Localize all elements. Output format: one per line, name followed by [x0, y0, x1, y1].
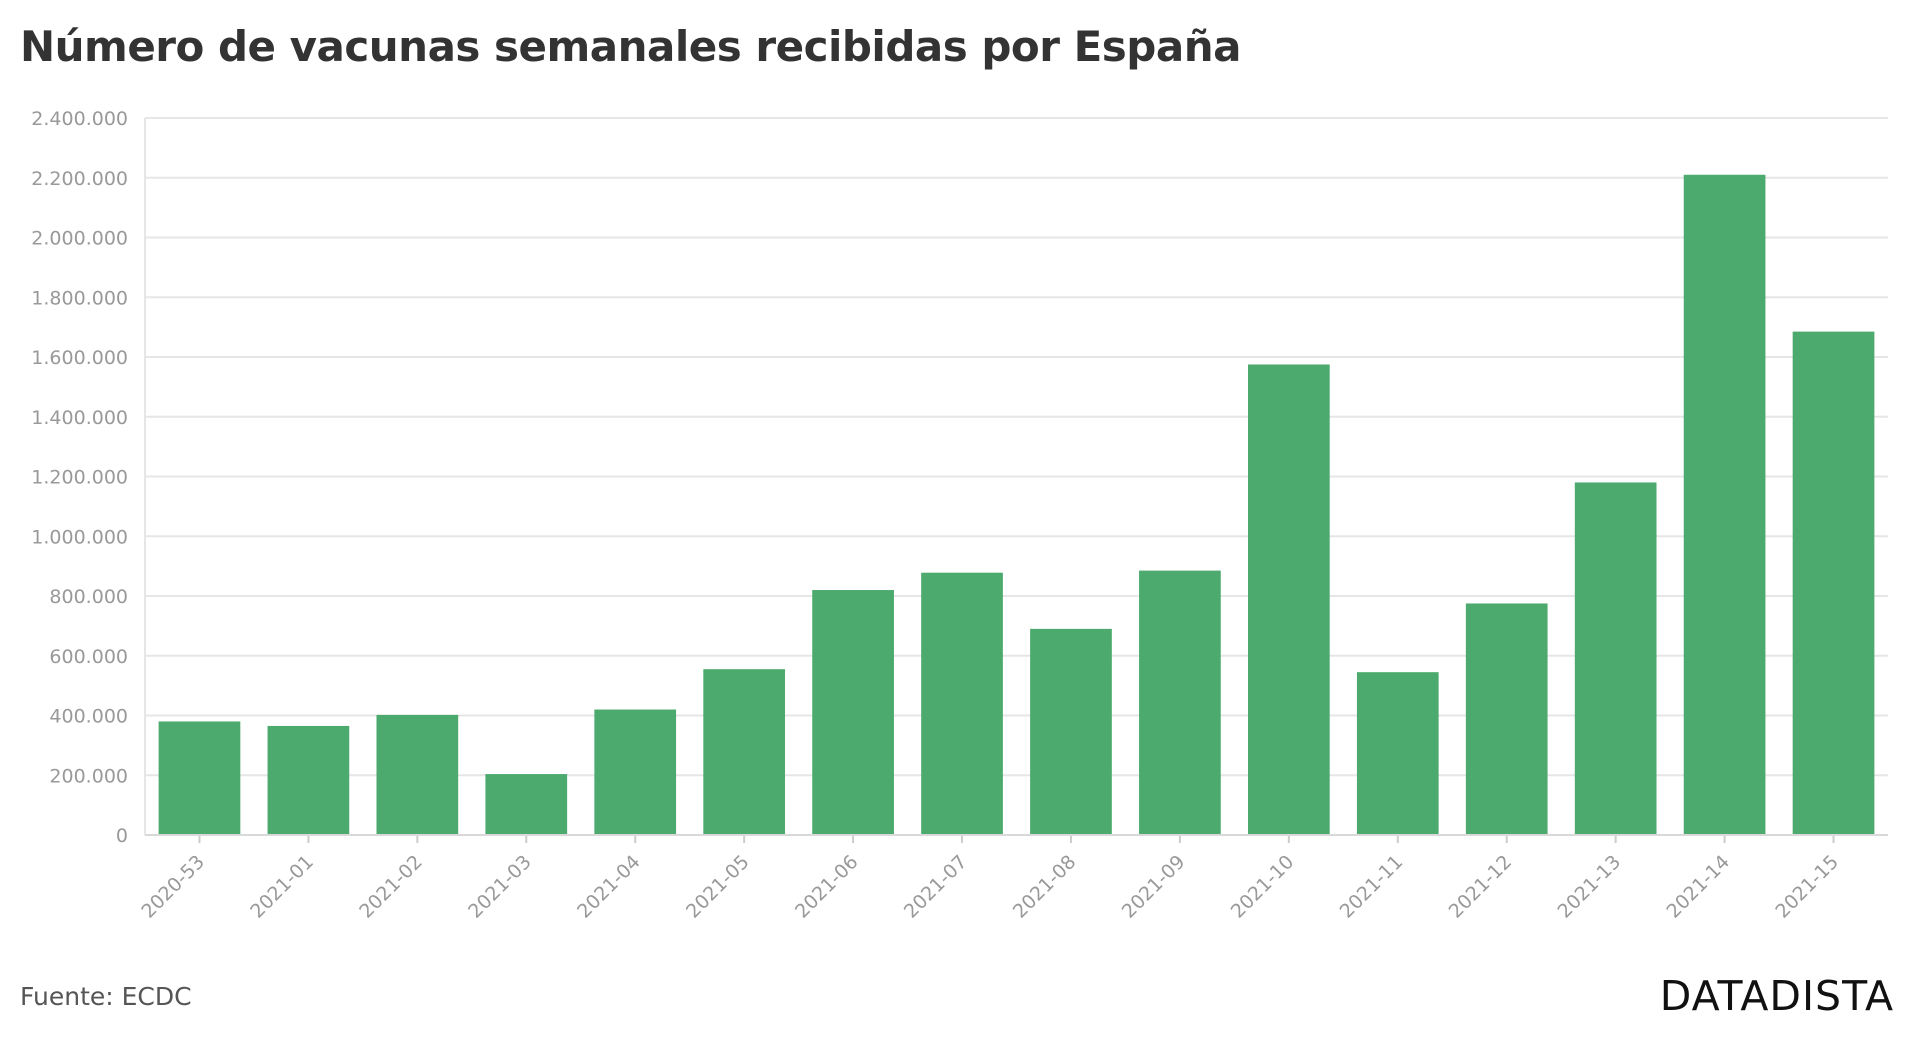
bar-2021-03[interactable]	[485, 774, 568, 835]
bar-2021-07[interactable]	[921, 572, 1003, 835]
bar-2021-11[interactable]	[1356, 672, 1439, 835]
x-tick-label: 2021-09	[1118, 851, 1190, 923]
bar-2021-06[interactable]	[812, 590, 894, 835]
x-tick-label: 2021-14	[1662, 851, 1734, 923]
bars	[158, 174, 1875, 835]
x-tick-label: 2020-53	[137, 851, 209, 923]
bar-chart: 0 200.000 400.000 600.000 800.000 1.000.000 1.…	[31, 108, 1888, 923]
y-tick-label: 800.000	[49, 586, 128, 608]
y-tick-label: 600.000	[49, 646, 128, 668]
bar-2021-05[interactable]	[703, 669, 786, 835]
x-tick-label: 2021-12	[1445, 851, 1517, 923]
chart-title: Número de vacunas semanales recibidas po…	[20, 22, 1241, 71]
x-tick-label: 2021-08	[1009, 851, 1081, 923]
bar-2021-09[interactable]	[1139, 570, 1221, 835]
y-tick-label: 1.200.000	[31, 467, 128, 489]
bar-2021-13[interactable]	[1574, 482, 1657, 835]
source-note: Fuente: ECDC	[20, 982, 192, 1011]
y-tick-label: 2.000.000	[31, 228, 128, 250]
bar-2021-01[interactable]	[267, 725, 350, 835]
bar-2021-04[interactable]	[594, 709, 677, 835]
bar-2021-12[interactable]	[1465, 603, 1548, 835]
datadista-logo: DATADISTA	[1659, 972, 1894, 1020]
bar-2021-14[interactable]	[1683, 174, 1766, 835]
y-tick-label: 1.000.000	[31, 526, 128, 548]
y-tick-label: 0	[116, 825, 128, 847]
bar-2020-53[interactable]	[158, 721, 241, 835]
y-tick-label: 200.000	[49, 765, 128, 787]
x-tick-label: 2021-02	[355, 851, 427, 923]
y-tick-label: 2.200.000	[31, 168, 128, 190]
y-tick-label: 1.800.000	[31, 287, 128, 309]
x-tick-label: 2021-01	[246, 851, 318, 923]
x-tick-label: 2021-07	[900, 851, 972, 923]
x-tick-label: 2021-05	[682, 851, 754, 923]
x-tick-label: 2021-03	[464, 851, 536, 923]
y-tick-label: 1.600.000	[31, 347, 128, 369]
x-tick-label: 2021-13	[1553, 851, 1625, 923]
y-tick-label: 400.000	[49, 706, 128, 728]
x-tick-label: 2021-04	[573, 851, 645, 923]
y-tick-label: 2.400.000	[31, 108, 128, 130]
bar-2021-10[interactable]	[1247, 364, 1330, 835]
x-tick-label: 2021-15	[1771, 851, 1843, 923]
y-tick-label: 1.400.000	[31, 407, 128, 429]
bar-2021-02[interactable]	[376, 714, 459, 835]
x-tick-label: 2021-11	[1336, 851, 1408, 923]
bar-2021-08[interactable]	[1030, 628, 1112, 835]
x-tick-label: 2021-06	[791, 851, 863, 923]
x-tick-label: 2021-10	[1227, 851, 1299, 923]
bar-2021-15[interactable]	[1792, 331, 1875, 835]
